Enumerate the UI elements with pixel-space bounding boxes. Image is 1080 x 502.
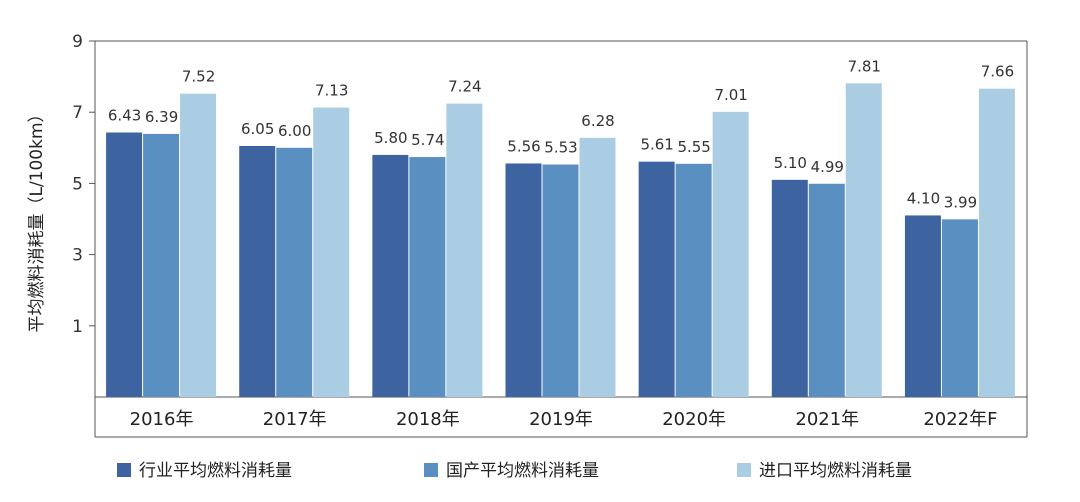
bar — [372, 154, 409, 397]
data-label: 7.66 — [981, 63, 1014, 81]
bar — [579, 137, 616, 397]
bar — [771, 179, 808, 397]
x-tick-label: 2017年 — [263, 409, 327, 430]
legend-label: 进口平均燃料消耗量 — [759, 461, 912, 481]
data-label: 5.55 — [677, 138, 710, 156]
data-label: 7.24 — [448, 78, 481, 96]
data-label: 4.99 — [811, 158, 844, 176]
bar — [712, 111, 749, 398]
bar — [675, 163, 712, 397]
x-tick-label: 2016年 — [130, 409, 194, 430]
data-label: 7.52 — [182, 68, 215, 86]
bar — [446, 103, 483, 397]
bar — [313, 107, 350, 398]
y-tick-label: 1 — [72, 317, 83, 337]
data-label: 6.39 — [145, 108, 178, 126]
y-axis-label: 平均燃料消耗量（L/100km） — [27, 105, 47, 332]
y-tick-label: 7 — [72, 103, 83, 123]
chart-axes: 1 3 5 7 9 平均燃料消耗量（L/100km） 2016年 2017年 2018年 2019… — [27, 32, 1028, 438]
x-tick-label: 2021年 — [795, 409, 859, 430]
legend-swatch — [117, 463, 131, 477]
data-label: 3.99 — [944, 193, 977, 211]
y-tick-label: 9 — [72, 32, 83, 52]
bar — [542, 164, 579, 397]
data-label: 5.80 — [374, 129, 407, 147]
data-label: 5.61 — [640, 136, 673, 154]
x-tick-label: 2018年 — [396, 409, 460, 430]
bar — [180, 93, 217, 398]
x-tick-label: 2020年 — [662, 409, 726, 430]
bar — [239, 146, 276, 397]
data-label: 5.53 — [544, 139, 577, 157]
data-label: 6.28 — [581, 112, 614, 130]
chart-bars — [106, 83, 1015, 398]
x-tick-label: 2019年 — [529, 409, 593, 430]
bar — [638, 161, 675, 397]
data-label: 5.10 — [774, 154, 807, 172]
data-label: 6.05 — [241, 120, 274, 138]
y-tick-label: 3 — [72, 246, 83, 266]
x-tick-label: 2022年F — [923, 409, 997, 430]
bar — [106, 132, 143, 397]
chart-legend: 行业平均燃料消耗量 国产平均燃料消耗量 进口平均燃料消耗量 — [117, 461, 912, 481]
legend-label: 国产平均燃料消耗量 — [446, 461, 599, 481]
data-label: 5.56 — [507, 137, 540, 155]
y-tick-label: 5 — [72, 174, 83, 194]
bar — [276, 147, 313, 397]
bar — [505, 163, 542, 397]
chart-value-labels: 6.43 6.39 7.52 6.05 6.00 7.13 5.80 5.74 7.24 5.56… — [108, 57, 1014, 211]
data-label: 6.43 — [108, 106, 141, 124]
data-label: 6.00 — [278, 122, 311, 140]
bar — [409, 157, 446, 397]
legend-label: 行业平均燃料消耗量 — [139, 461, 292, 481]
data-label: 4.10 — [907, 189, 940, 207]
data-label: 7.81 — [848, 57, 881, 75]
bar — [143, 133, 180, 397]
bar — [845, 83, 882, 397]
bar — [941, 219, 978, 397]
data-label: 7.01 — [714, 86, 747, 104]
legend-swatch — [424, 463, 438, 477]
data-label: 7.13 — [315, 82, 348, 100]
bar — [904, 215, 941, 397]
bar — [808, 183, 845, 397]
bar — [978, 88, 1015, 397]
legend-swatch — [737, 463, 751, 477]
data-label: 5.74 — [411, 131, 444, 149]
